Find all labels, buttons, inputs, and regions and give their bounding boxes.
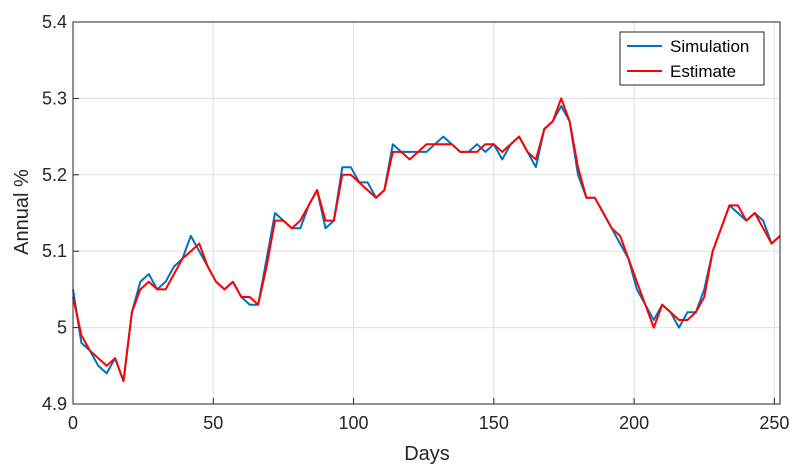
legend: Simulation Estimate xyxy=(619,31,765,86)
y-tick-label: 5.3 xyxy=(42,88,67,108)
y-tick-label: 5.1 xyxy=(42,241,67,261)
x-tick-label: 50 xyxy=(203,413,223,433)
y-tick-label: 5.4 xyxy=(42,12,67,32)
legend-label-simulation: Simulation xyxy=(670,37,749,56)
y-axis-label: Annual % xyxy=(11,169,33,255)
y-tick-label: 5 xyxy=(57,318,67,338)
legend-label-estimate: Estimate xyxy=(670,62,736,81)
series-layer xyxy=(72,97,781,383)
x-tick-label: 250 xyxy=(759,413,789,433)
x-tick-label: 150 xyxy=(479,413,509,433)
series-line-estimate xyxy=(72,97,781,383)
legend-box xyxy=(619,31,765,86)
plot-frame xyxy=(72,21,781,405)
x-tick-label: 200 xyxy=(619,413,649,433)
y-tick-label: 4.9 xyxy=(42,394,67,414)
x-tick-label: 100 xyxy=(339,413,369,433)
axis-ticks xyxy=(72,21,775,405)
axis-tick-labels: 0 50 100 150 200 250 4.9 5 5.1 5.2 5.3 5.4 xyxy=(42,12,789,433)
y-tick-label: 5.2 xyxy=(42,165,67,185)
series-line-simulation xyxy=(72,105,781,383)
x-tick-label: 0 xyxy=(68,413,78,433)
x-axis-label: Days xyxy=(404,443,450,465)
